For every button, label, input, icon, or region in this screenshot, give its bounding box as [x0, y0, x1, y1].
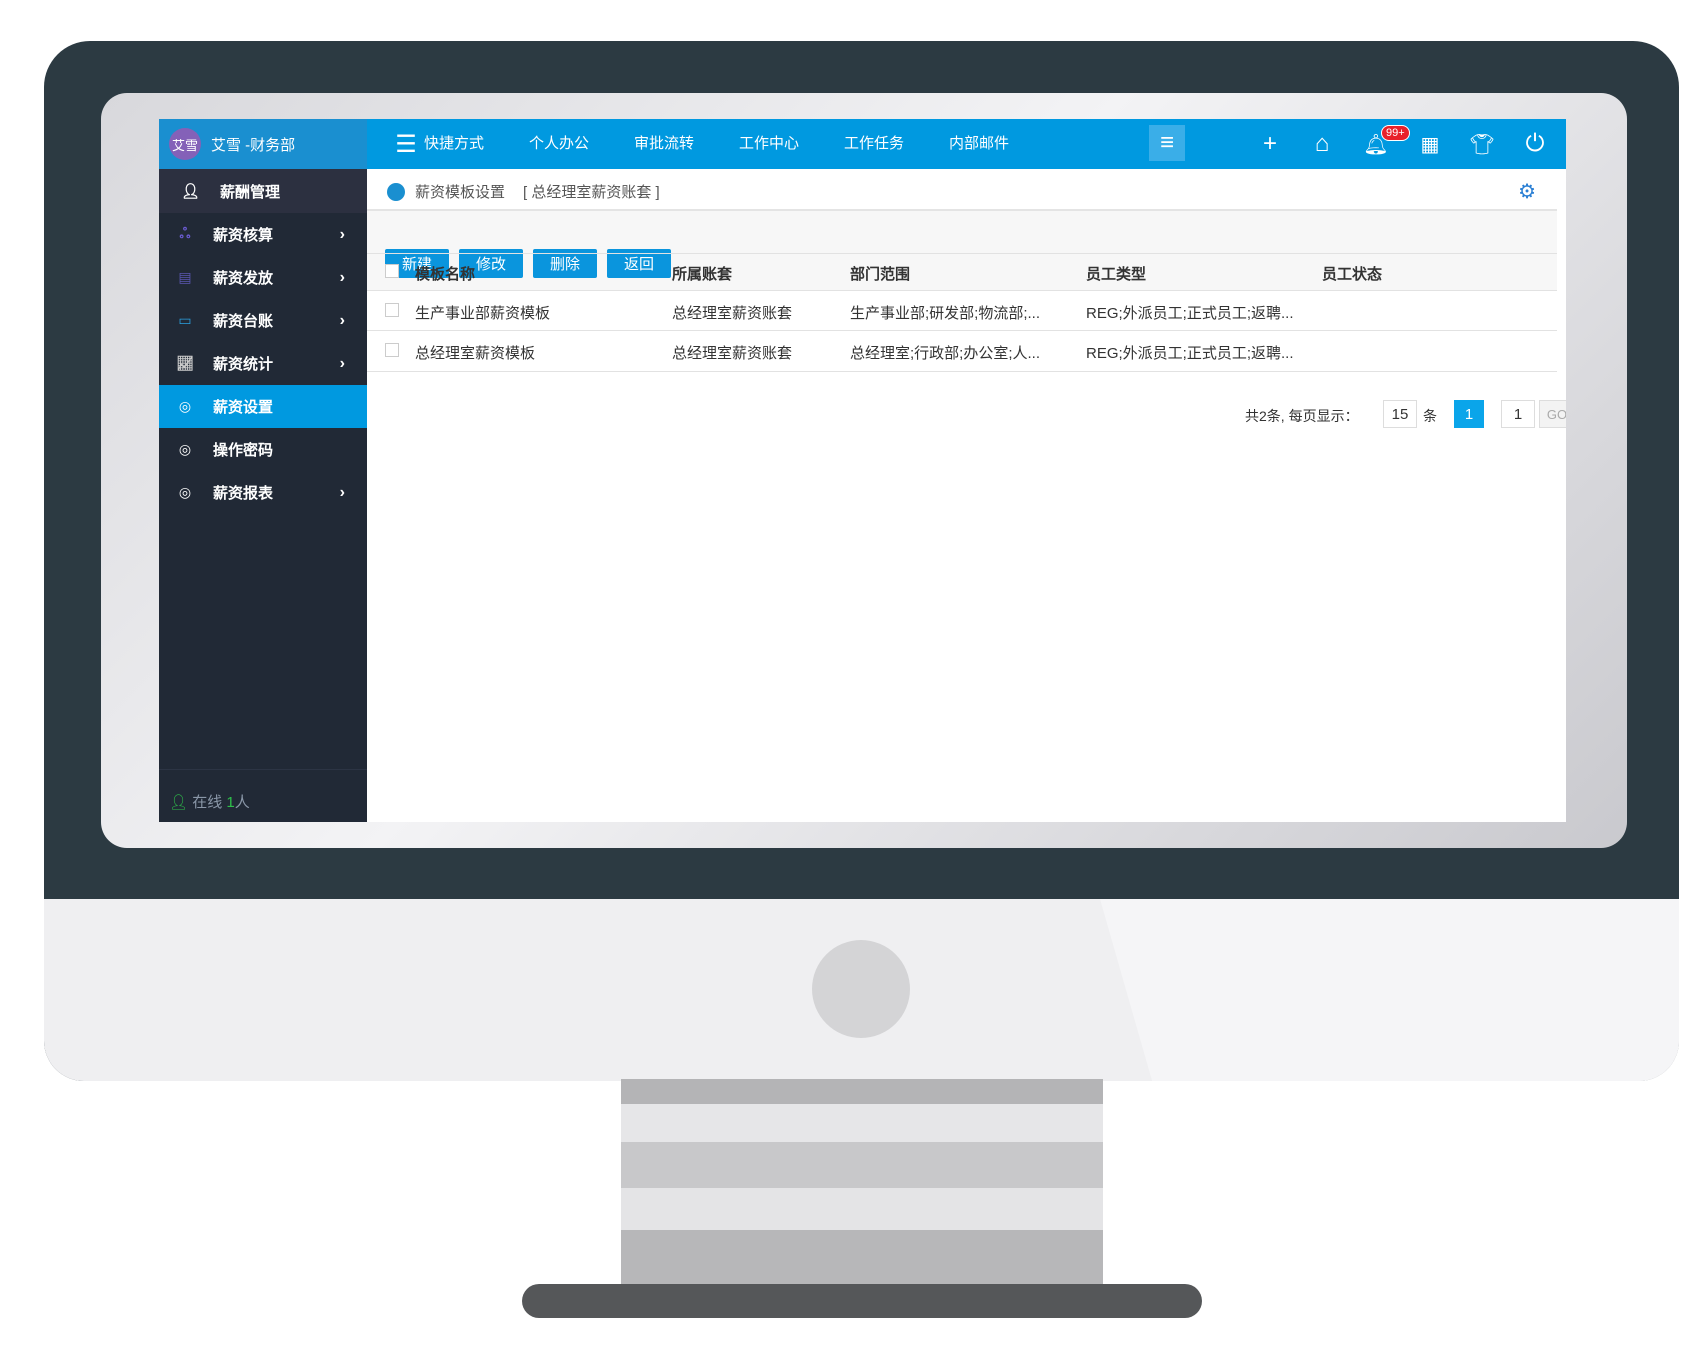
sidebar-item-salary-report[interactable]: ◎ 薪资报表 ›	[159, 471, 367, 514]
nav-personal-office[interactable]: 个人办公	[529, 135, 590, 152]
gear-icon[interactable]: ⚙	[1518, 181, 1536, 203]
chart-icon: 📈︎	[176, 355, 194, 371]
sidebar-item-salary-payment[interactable]: ▤ 薪资发放 ›	[159, 256, 367, 299]
sidebar-item-label: 薪资台账	[213, 313, 274, 330]
cell-name: 生产事业部薪资模板	[415, 305, 551, 322]
online-count: 1	[226, 794, 235, 811]
sidebar-item-salary-settings[interactable]: ◎ 薪资设置	[159, 385, 367, 428]
column-header-department[interactable]: 部门范围	[850, 266, 911, 283]
nav-internal-mail[interactable]: 内部邮件	[949, 135, 1010, 152]
chevron-right-icon: ›	[339, 268, 345, 286]
sidebar-item-salary-calc[interactable]: ஃ 薪资核算 ›	[159, 213, 367, 256]
avatar: 艾雪	[169, 128, 201, 160]
more-menu-icon[interactable]: ≡	[1149, 125, 1185, 161]
salary-icon: ◎	[178, 398, 192, 414]
section-label: 薪酬管理	[220, 183, 281, 201]
app-window: 艾雪 艾雪 -财务部 ☰ 快捷方式 个人办公 审批流转 工作中心 工作任务 内部…	[159, 119, 1566, 822]
cell-account: 总经理室薪资账套	[672, 305, 793, 322]
chevron-right-icon: ›	[339, 354, 345, 372]
hr-icon: ◎	[178, 441, 192, 457]
user-name: 艾雪 -财务部	[211, 136, 296, 154]
row-checkbox[interactable]	[385, 303, 399, 317]
chevron-right-icon: ›	[339, 483, 345, 501]
user-info[interactable]: 艾雪 艾雪 -财务部	[159, 119, 367, 169]
user-online-icon: 👤︎	[169, 794, 189, 811]
sidebar-item-salary-ledger[interactable]: ▭ 薪资台账 ›	[159, 299, 367, 342]
sidebar-section-header[interactable]: 👤︎ 薪酬管理	[159, 169, 367, 213]
cell-department: 生产事业部;研发部;物流部;...	[850, 305, 1041, 322]
bell-icon[interactable]: 🔔︎	[1363, 133, 1389, 156]
chevron-right-icon: ›	[339, 225, 345, 243]
row-checkbox[interactable]	[385, 343, 399, 357]
cell-employee-type: REG;外派员工;正式员工;返聘...	[1086, 345, 1294, 362]
column-header-employee-status[interactable]: 员工状态	[1322, 266, 1383, 283]
nav-work-tasks[interactable]: 工作任务	[844, 135, 905, 152]
chevron-right-icon: ›	[339, 311, 345, 329]
sidebar-item-operation-password[interactable]: ◎ 操作密码	[159, 428, 367, 471]
sidebar: 👤︎ 薪酬管理 ஃ 薪资核算 › ▤ 薪资发放 › ▭ 薪资台账 › 📈︎ 薪资统计 › ◎ 薪资设…	[159, 169, 367, 822]
user-icon: 👤︎	[181, 183, 201, 200]
breadcrumb: 薪资模板设置 [ 总经理室薪资账套 ]	[387, 181, 660, 202]
total-count-text: 共2条, 每页显示：	[1245, 408, 1359, 424]
cell-department: 总经理室;行政部;办公室;人...	[850, 345, 1041, 362]
cell-name: 总经理室薪资模板	[415, 345, 536, 362]
nav-work-center[interactable]: 工作中心	[739, 135, 800, 152]
monitor-stand	[621, 1079, 1103, 1289]
power-icon[interactable]: ⏻	[1525, 130, 1545, 157]
apps-icon[interactable]: ▦	[1420, 133, 1440, 156]
collapse-menu-icon[interactable]: ☰	[395, 130, 417, 158]
org-icon: ஃ	[179, 225, 191, 241]
column-header-name[interactable]: 模板名称	[415, 266, 476, 283]
page-1-button[interactable]: 1	[1454, 400, 1484, 428]
sidebar-item-label: 薪资统计	[213, 356, 274, 373]
online-label: 在线	[192, 794, 223, 811]
sidebar-item-label: 薪资设置	[213, 399, 274, 416]
cell-account: 总经理室薪资账套	[672, 345, 793, 362]
column-header-account[interactable]: 所属账套	[672, 266, 733, 283]
online-status: 👤︎ 在线 1人	[169, 791, 250, 812]
page-subtitle: [ 总经理室薪资账套 ]	[523, 184, 660, 201]
page-title: 薪资模板设置	[415, 184, 506, 201]
main-content: 薪资模板设置 [ 总经理室薪资账套 ] ⚙ 新建 修改 删除 返回 模板名称 所…	[367, 169, 1566, 822]
nav-shortcuts[interactable]: 快捷方式	[424, 135, 485, 152]
cell-employee-type: REG;外派员工;正式员工;返聘...	[1086, 305, 1294, 322]
monitor-logo	[812, 940, 910, 1038]
online-unit: 人	[234, 794, 250, 811]
select-all-checkbox[interactable]	[385, 264, 399, 278]
wallet-icon: ▭	[178, 312, 192, 328]
notification-badge: 99+	[1381, 125, 1410, 141]
sidebar-item-salary-stats[interactable]: 📈︎ 薪资统计 ›	[159, 342, 367, 385]
home-icon[interactable]: ⌂	[1314, 130, 1330, 157]
sidebar-item-label: 薪资核算	[213, 227, 274, 244]
sidebar-item-label: 薪资发放	[213, 270, 274, 287]
goto-page-input[interactable]: 1	[1501, 400, 1535, 428]
monitor-base	[522, 1284, 1202, 1318]
page-size-input[interactable]: 15	[1383, 400, 1417, 428]
skin-shirt-icon[interactable]: 👕︎	[1469, 133, 1495, 156]
page-size-unit: 条	[1423, 408, 1437, 424]
nav-approval[interactable]: 审批流转	[634, 135, 695, 152]
top-bar: 艾雪 艾雪 -财务部 ☰ 快捷方式 个人办公 审批流转 工作中心 工作任务 内部…	[159, 119, 1566, 169]
payment-icon: ▤	[178, 269, 192, 285]
column-header-employee-type[interactable]: 员工类型	[1086, 266, 1147, 283]
go-button[interactable]: GO	[1539, 400, 1566, 428]
sidebar-item-label: 操作密码	[213, 442, 274, 459]
plus-icon[interactable]: +	[1262, 130, 1277, 157]
hr-icon: ◎	[178, 484, 192, 500]
list-icon	[387, 182, 405, 201]
monitor-chin-shade	[1100, 899, 1679, 1081]
sidebar-item-label: 薪资报表	[213, 485, 274, 502]
divider	[159, 769, 367, 770]
